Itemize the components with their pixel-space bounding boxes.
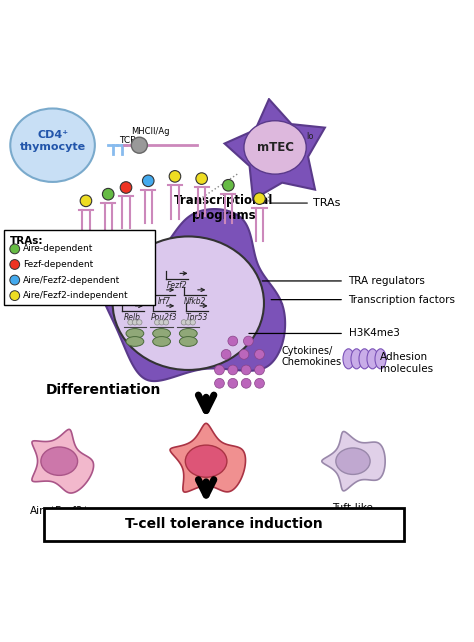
Text: Tpr53: Tpr53 (186, 313, 209, 322)
Ellipse shape (336, 448, 370, 474)
Text: lo: lo (306, 132, 314, 141)
Circle shape (190, 320, 195, 325)
Text: Fezf-dependent: Fezf-dependent (23, 260, 93, 269)
Circle shape (128, 320, 133, 325)
Text: Differentiation: Differentiation (46, 383, 161, 397)
Text: Post-Aire: Post-Aire (183, 510, 229, 520)
Text: H3K4me3: H3K4me3 (348, 329, 400, 338)
Circle shape (254, 193, 265, 204)
Text: mTEC: mTEC (256, 141, 293, 154)
Circle shape (10, 291, 19, 300)
Text: Aire⁺Fezf2⁺: Aire⁺Fezf2⁺ (30, 506, 89, 516)
Text: Aire: Aire (129, 281, 145, 290)
Circle shape (241, 365, 251, 375)
Circle shape (80, 195, 92, 207)
Circle shape (159, 320, 164, 325)
Circle shape (155, 320, 160, 325)
Text: Aire/Fezf2-independent: Aire/Fezf2-independent (23, 291, 128, 300)
Circle shape (181, 320, 187, 325)
Ellipse shape (343, 349, 354, 369)
Text: Fezf2: Fezf2 (167, 281, 188, 290)
Ellipse shape (244, 121, 306, 174)
Circle shape (186, 320, 191, 325)
Ellipse shape (113, 236, 264, 370)
Circle shape (164, 320, 169, 325)
Text: TCR: TCR (119, 136, 137, 145)
Text: Pou2f3: Pou2f3 (151, 313, 177, 322)
FancyBboxPatch shape (4, 230, 155, 306)
Text: Irf7: Irf7 (157, 297, 170, 306)
Circle shape (10, 259, 19, 270)
Circle shape (223, 180, 234, 191)
Polygon shape (32, 429, 93, 493)
Ellipse shape (367, 349, 378, 369)
Circle shape (196, 173, 208, 184)
Circle shape (102, 188, 114, 200)
Text: Nfkb2: Nfkb2 (184, 297, 206, 306)
Circle shape (215, 365, 224, 375)
Text: MHCII/Ag: MHCII/Ag (131, 127, 170, 136)
FancyBboxPatch shape (44, 508, 404, 541)
Circle shape (215, 378, 224, 388)
Circle shape (255, 349, 264, 360)
Text: TRAs: TRAs (271, 198, 340, 208)
Text: Aire-dependent: Aire-dependent (23, 245, 93, 254)
Circle shape (169, 171, 181, 182)
Ellipse shape (10, 108, 95, 182)
Ellipse shape (153, 336, 171, 347)
Text: Tuft-like: Tuft-like (333, 503, 374, 514)
Circle shape (239, 349, 249, 360)
Circle shape (132, 320, 137, 325)
Circle shape (228, 336, 237, 346)
Text: Relb: Relb (124, 313, 141, 322)
Ellipse shape (179, 329, 197, 338)
Text: Adhesion
molecules: Adhesion molecules (380, 352, 433, 374)
Ellipse shape (41, 447, 78, 475)
Ellipse shape (179, 336, 197, 347)
Text: Cytokines/
Chemokines: Cytokines/ Chemokines (282, 346, 342, 367)
Polygon shape (98, 209, 285, 381)
Text: Aire/Fezf2-dependent: Aire/Fezf2-dependent (23, 275, 120, 284)
Ellipse shape (185, 445, 227, 477)
Ellipse shape (153, 329, 171, 338)
Ellipse shape (126, 336, 144, 347)
Circle shape (10, 244, 19, 254)
Text: Irf4: Irf4 (126, 297, 139, 306)
Polygon shape (225, 99, 325, 200)
Text: TRA regulators: TRA regulators (348, 276, 425, 286)
Ellipse shape (359, 349, 370, 369)
Circle shape (241, 378, 251, 388)
Polygon shape (170, 423, 246, 492)
Ellipse shape (126, 329, 144, 338)
Circle shape (120, 182, 132, 193)
Text: T-cell tolerance induction: T-cell tolerance induction (125, 517, 323, 532)
Circle shape (137, 320, 142, 325)
Circle shape (221, 349, 231, 360)
Text: TRAs:: TRAs: (10, 236, 44, 247)
Circle shape (255, 365, 264, 375)
Circle shape (255, 378, 264, 388)
Circle shape (10, 275, 19, 285)
Ellipse shape (351, 349, 362, 369)
Circle shape (228, 378, 237, 388)
Ellipse shape (375, 349, 386, 369)
Text: Transcriptional
programs: Transcriptional programs (174, 193, 273, 221)
Circle shape (228, 365, 237, 375)
Text: Transcription factors: Transcription factors (348, 295, 456, 305)
Circle shape (244, 336, 253, 346)
Circle shape (131, 137, 147, 153)
Polygon shape (322, 431, 385, 491)
Circle shape (143, 175, 154, 187)
Text: CD4⁺
thymocyte: CD4⁺ thymocyte (19, 130, 86, 152)
